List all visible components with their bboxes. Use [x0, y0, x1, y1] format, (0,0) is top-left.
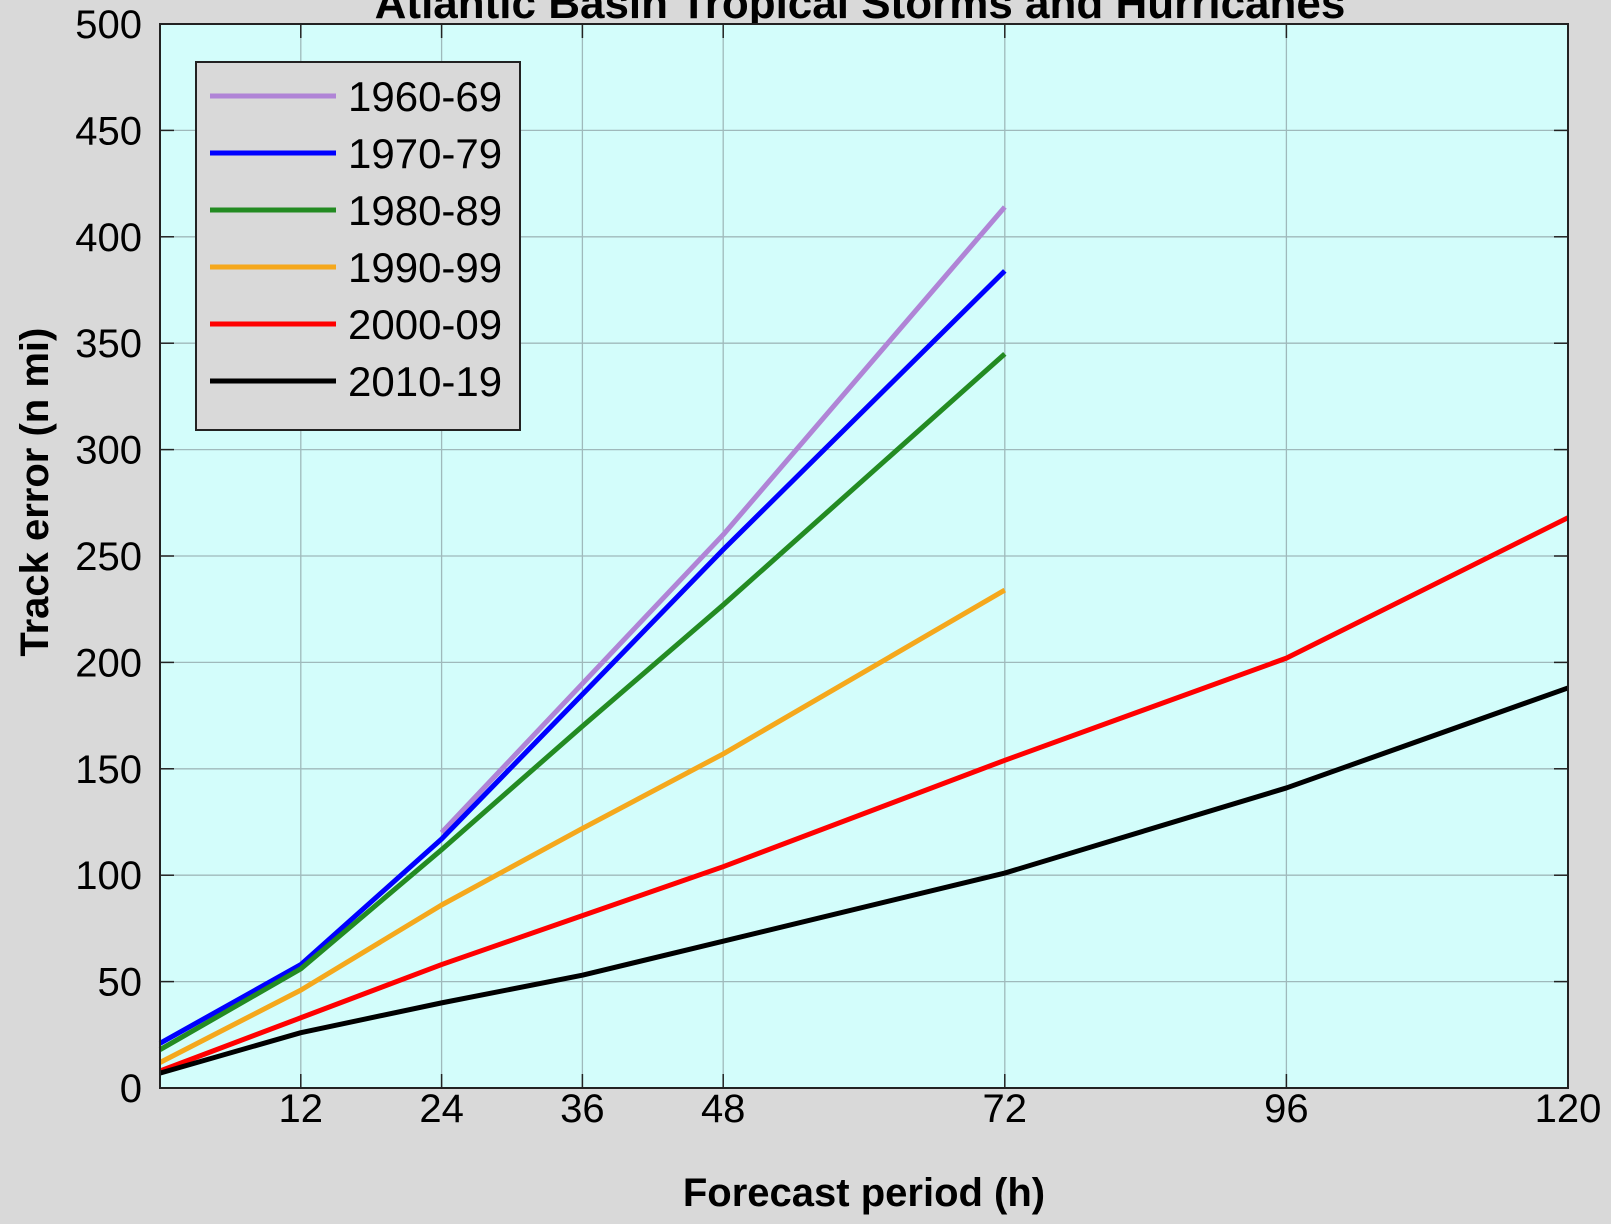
series-line-2010-19: [159, 685, 1569, 1076]
y-tick-label: 300: [75, 429, 142, 473]
y-tick-label: 500: [75, 3, 142, 47]
legend: 1960-69 1970-79 1980-89 1990-99 2000-09 2010-…: [195, 61, 521, 431]
axis-ticks: 12 24 36 48 72 96 120 0 50 100 150 200 250 300 350 400 4…: [75, 3, 1601, 1131]
legend-label: 2010-19: [348, 358, 502, 405]
x-tick-label: 12: [279, 1087, 324, 1131]
y-tick-label: 400: [75, 216, 142, 260]
series-line-1960-69: [439, 205, 1007, 835]
y-tick-label: 200: [75, 641, 142, 685]
series-line-1970-79: [158, 269, 1007, 1046]
legend-label: 1960-69: [348, 73, 502, 120]
x-tick-label: 24: [419, 1087, 464, 1131]
y-tick-label: 350: [75, 322, 142, 366]
y-tick-label: 150: [75, 748, 142, 792]
legend-label: 2000-09: [348, 301, 502, 348]
y-tick-label: 0: [120, 1067, 142, 1111]
legend-box: [195, 61, 521, 431]
x-tick-label: 48: [701, 1087, 746, 1131]
y-axis-title: Track error (n mi): [13, 328, 57, 657]
x-tick-label: 36: [560, 1087, 605, 1131]
legend-label: 1990-99: [348, 244, 502, 291]
series-line-2000-09: [159, 515, 1570, 1074]
x-tick-label: 72: [983, 1087, 1028, 1131]
x-tick-label: 120: [1535, 1087, 1602, 1131]
series-line-1990-99: [158, 587, 1007, 1065]
legend-label: 1980-89: [348, 187, 502, 234]
y-tick-label: 100: [75, 854, 142, 898]
series-line-1980-89: [158, 351, 1007, 1052]
x-tick-label: 96: [1264, 1087, 1309, 1131]
legend-label: 1970-79: [348, 130, 502, 177]
series-lines: [158, 205, 1570, 1076]
y-tick-label: 50: [98, 961, 143, 1005]
y-tick-label: 250: [75, 535, 142, 579]
x-axis-title: Forecast period (h): [683, 1171, 1045, 1215]
y-tick-label: 450: [75, 109, 142, 153]
